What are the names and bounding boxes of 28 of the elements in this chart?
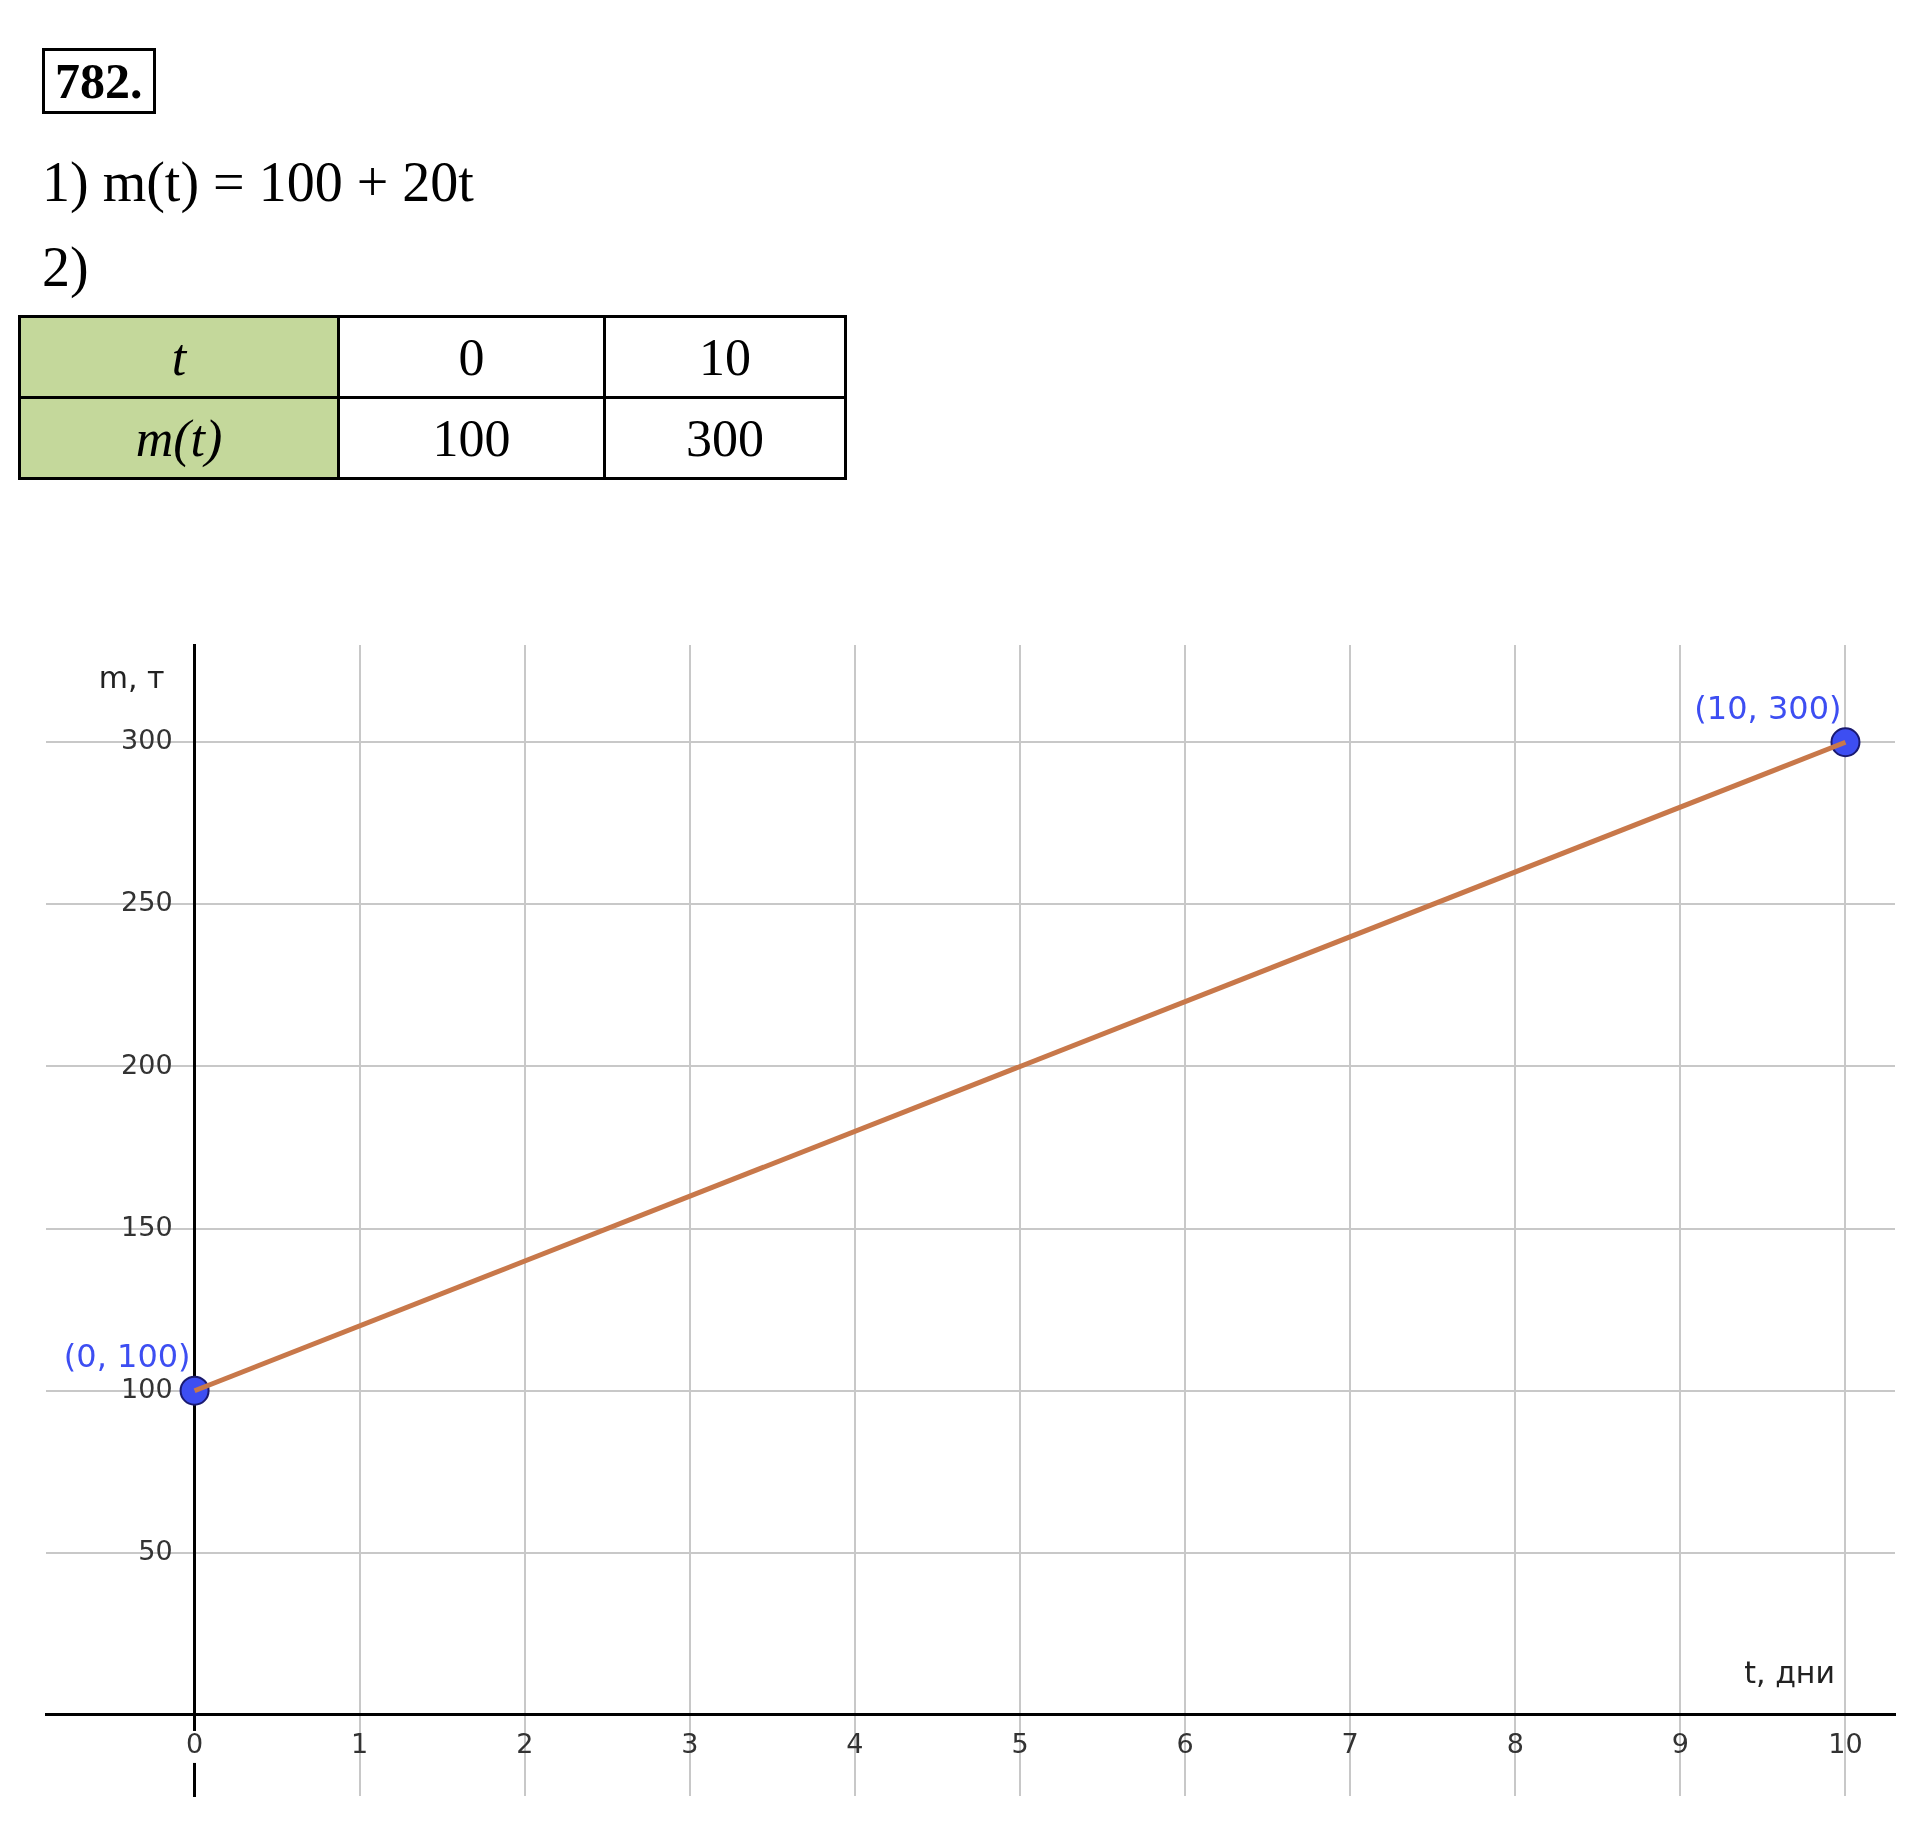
text: 10: [604, 316, 846, 398]
x-tick-label: 4: [846, 1728, 864, 1760]
x-tick-label: 8: [1506, 1728, 1524, 1760]
text: 100: [338, 397, 605, 479]
y-axis-title: m, т: [98, 659, 165, 695]
x-axis-title: t, дни: [1744, 1654, 1835, 1690]
text: 2): [42, 235, 89, 299]
x-tick-label: 9: [1671, 1728, 1689, 1760]
annotation: (10, 300): [1694, 688, 1842, 727]
y-tick-label: 300: [121, 724, 173, 756]
chart-title: 782.: [42, 48, 156, 114]
x-tick-label: 10: [1828, 1728, 1863, 1760]
x-tick-label: 3: [681, 1728, 699, 1760]
y-tick-label: 250: [121, 886, 173, 918]
x-tick-label: 2: [516, 1728, 534, 1760]
text: 0: [338, 316, 605, 398]
x-tick-label: 1: [351, 1728, 369, 1760]
text: t: [19, 316, 339, 398]
x-tick-label: 6: [1176, 1728, 1194, 1760]
x-tick-label: 5: [1011, 1728, 1029, 1760]
text: 1) m(t) = 100 + 20t: [42, 150, 474, 214]
x-tick-label: 7: [1341, 1728, 1359, 1760]
y-tick-label: 150: [121, 1210, 173, 1242]
text: 300: [604, 397, 846, 479]
text: m(t): [19, 397, 339, 479]
y-tick-label: 200: [121, 1048, 173, 1080]
x-tick-label: 0: [185, 1728, 204, 1760]
y-tick-label: 50: [138, 1534, 173, 1566]
